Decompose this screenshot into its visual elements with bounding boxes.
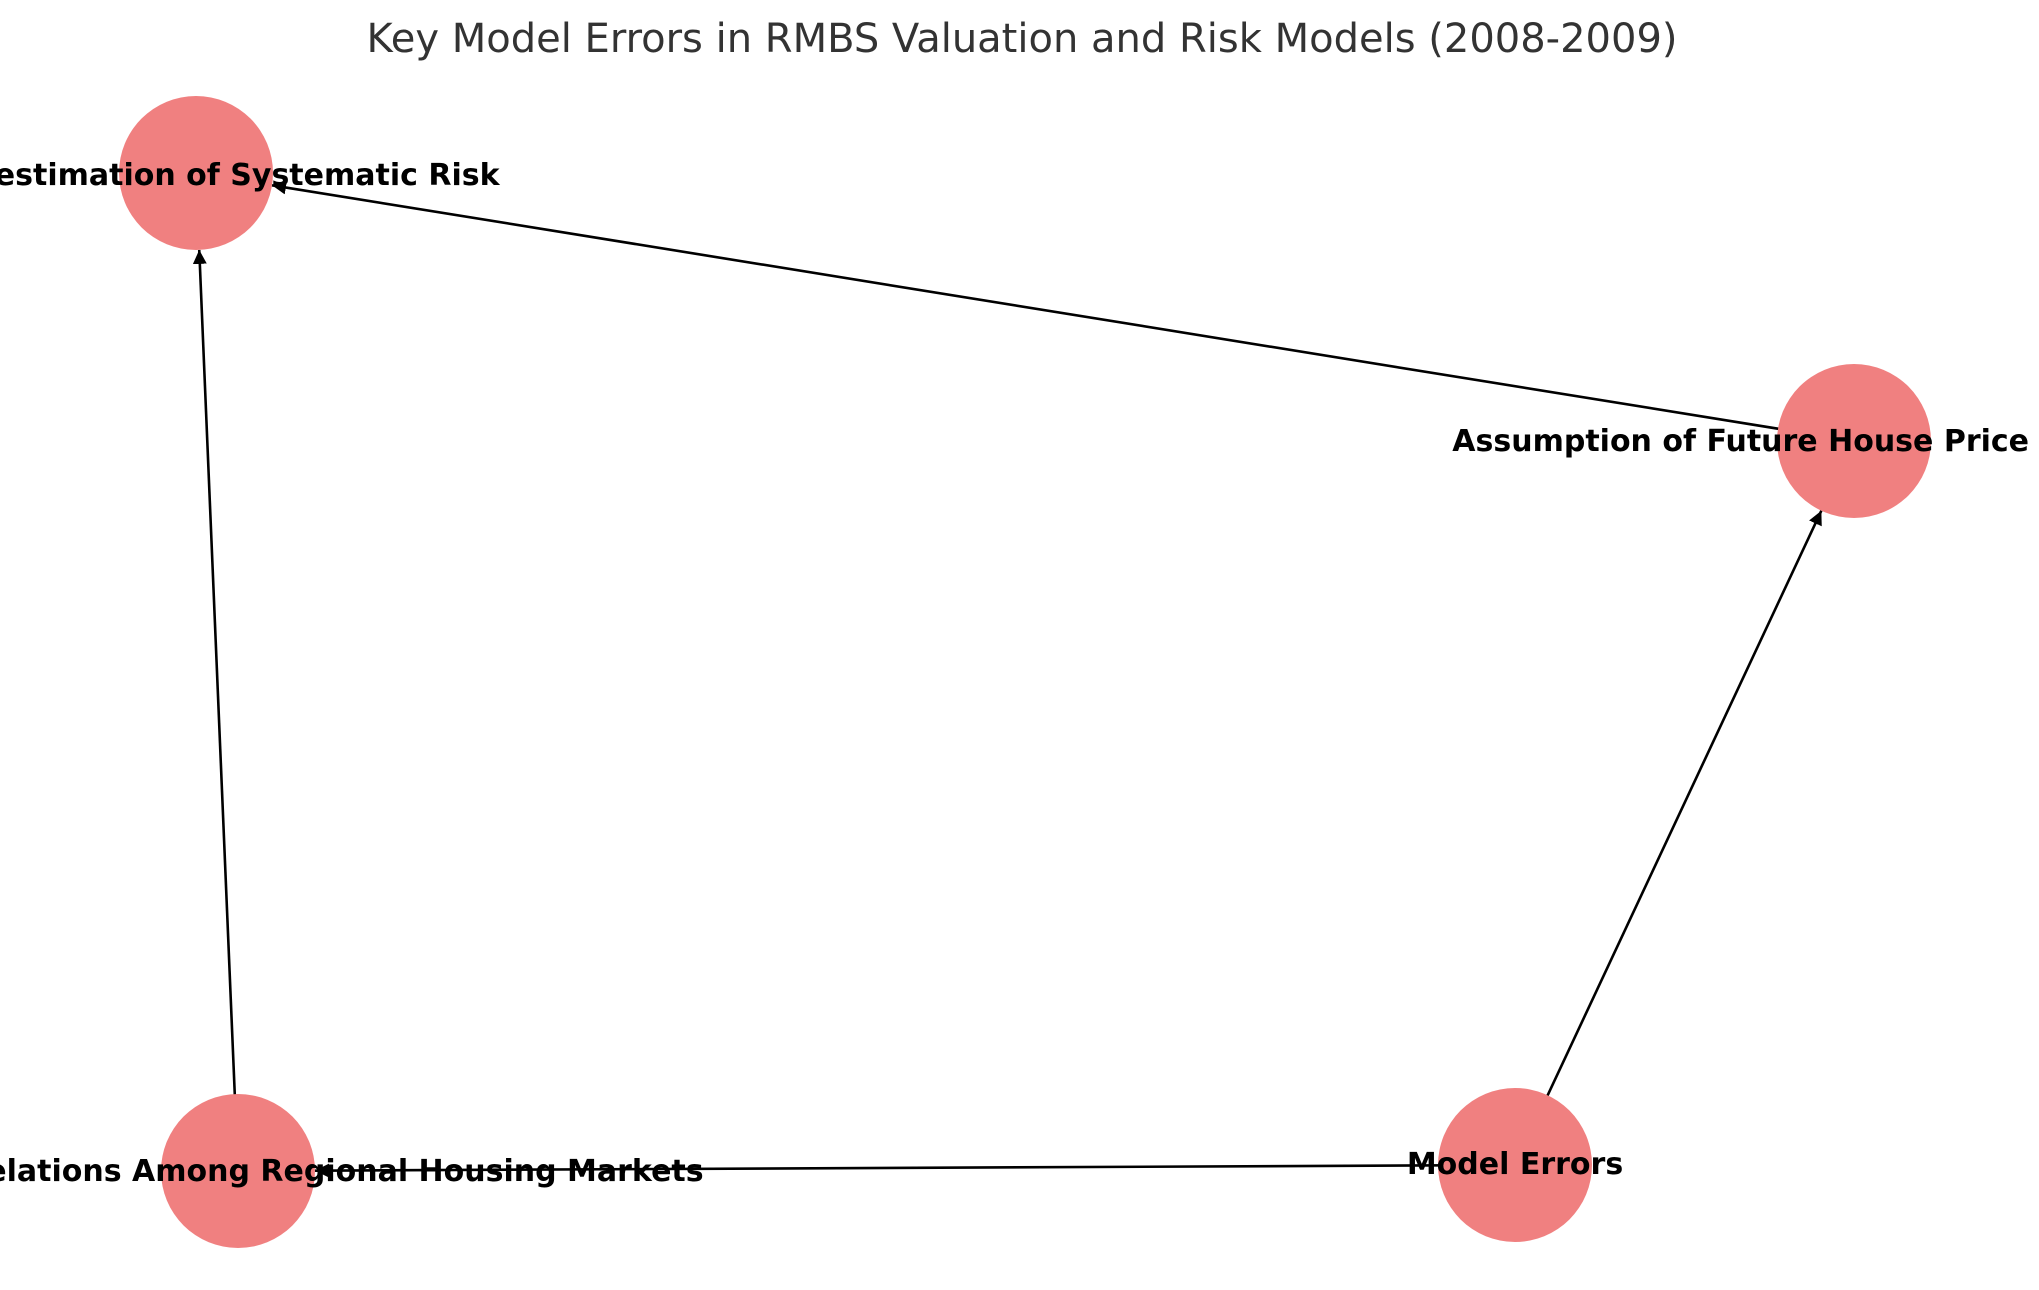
nodes-layer: [119, 96, 1931, 1248]
node-label-correlations: Ignored Correlations Among Regional Hous…: [0, 1154, 704, 1189]
node-label-house-price: Assumption of Future House Price Appreci…: [1452, 424, 2039, 459]
node-label-systematic-risk: Underestimation of Systematic Risk: [0, 158, 501, 193]
edge-correlations-to-systematic: [192, 249, 240, 1172]
node-circle-model-errors: [1438, 1088, 1592, 1242]
node-circle-correlations: [161, 1094, 315, 1248]
diagram-title: Key Model Errors in RMBS Valuation and R…: [367, 16, 1678, 62]
edge-house-price-to-systematic: [271, 180, 1855, 443]
node-circle-house-price: [1777, 364, 1931, 518]
edge-model-to-house-price: [1513, 510, 1823, 1166]
edges-layer: [192, 180, 1855, 1178]
labels-layer: Underestimation of Systematic Risk Assum…: [0, 158, 2039, 1189]
node-circle-systematic-risk: [119, 96, 273, 250]
edge-model-to-correlations: [314, 1163, 1516, 1178]
node-label-model-errors: Model Errors: [1407, 1147, 1623, 1182]
